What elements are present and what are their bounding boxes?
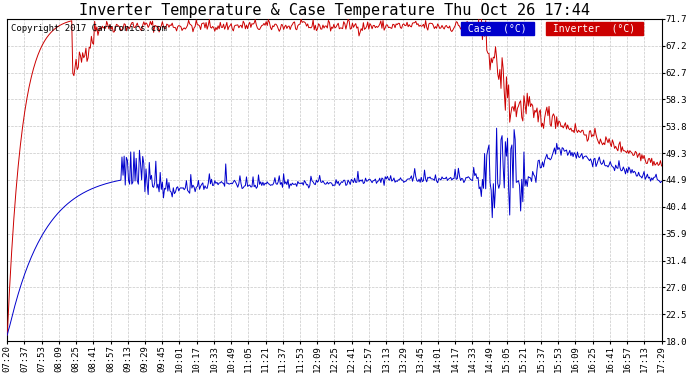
Text: Inverter  (°C): Inverter (°C) [547, 24, 641, 34]
Title: Inverter Temperature & Case Temperature Thu Oct 26 17:44: Inverter Temperature & Case Temperature … [79, 3, 590, 18]
Text: Case  (°C): Case (°C) [462, 24, 533, 34]
Text: Copyright 2017 Cartronics.com: Copyright 2017 Cartronics.com [10, 24, 166, 33]
